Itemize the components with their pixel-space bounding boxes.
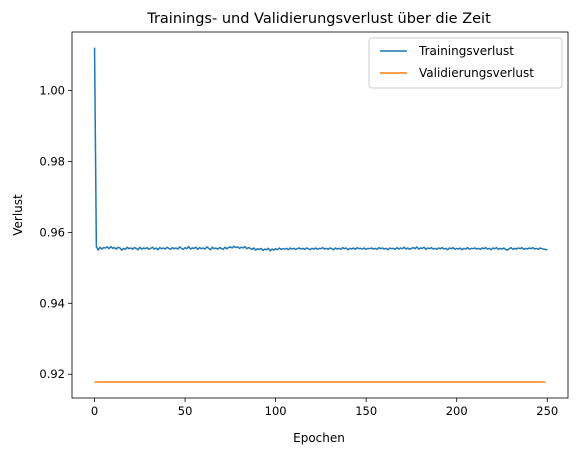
x-tick-label: 200 [446,404,468,418]
x-tick-label: 250 [536,404,558,418]
legend: Trainingsverlust Validierungsverlust [368,37,563,89]
y-tick-label: 0.92 [39,367,65,381]
x-tick-label: 100 [265,404,287,418]
chart-title: Trainings- und Validierungsverlust über … [146,11,491,27]
plot-area [93,47,548,383]
y-tick-label: 0.94 [39,296,65,310]
x-axis-label: Epochen [293,431,345,445]
y-axis-ticks: 0.92 0.94 0.96 0.98 1.00 [39,84,72,381]
legend-label-trainingsverlust: Trainingsverlust [418,44,514,58]
y-tick-label: 0.98 [39,154,65,168]
x-tick-label: 150 [355,404,377,418]
x-tick-label: 0 [91,404,98,418]
y-axis-label: Verlust [11,194,25,236]
series-line-trainingsverlust [93,47,548,252]
legend-box [368,37,563,89]
legend-label-validierungsverlust: Validierungsverlust [419,66,534,80]
y-tick-label: 1.00 [39,84,65,98]
x-tick-label: 50 [178,404,193,418]
x-axis-ticks: 0 50 100 150 200 250 [91,398,558,418]
plot-frame [71,31,569,399]
y-tick-label: 0.96 [39,225,65,239]
